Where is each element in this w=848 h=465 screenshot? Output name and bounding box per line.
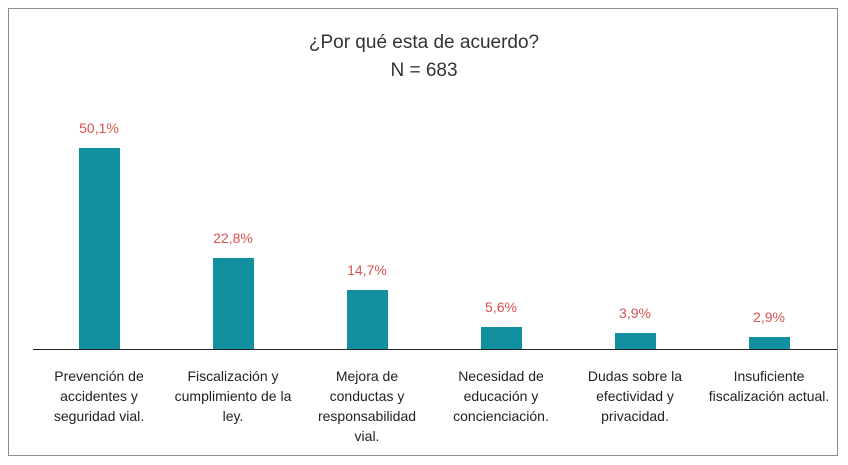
x-tick-label: Mejora de conductas y responsabilidad vi… — [317, 368, 417, 444]
bar — [212, 257, 254, 349]
x-tick-label: Prevención de accidentes y seguridad via… — [53, 368, 145, 424]
value-label: 2,9% — [753, 309, 785, 326]
bar — [480, 326, 522, 349]
chart-frame — [8, 8, 838, 456]
chart-title: ¿Por qué esta de acuerdo? — [308, 32, 540, 53]
value-label: 22,8% — [213, 229, 253, 246]
x-tick-label: Necesidad de educación y concienciación. — [453, 368, 549, 424]
chart-subtitle: N = 683 — [390, 60, 458, 81]
x-tick-label: Dudas sobre la efectividad y privacidad. — [587, 368, 683, 424]
bar — [78, 148, 120, 349]
x-tick-label: Fiscalización y cumplimiento de la ley. — [174, 368, 292, 424]
bar — [748, 337, 790, 349]
value-label: 3,9% — [619, 305, 651, 322]
bar — [614, 333, 656, 349]
value-label: 14,7% — [347, 262, 387, 279]
x-tick-label: Insuficiente fiscalización actual. — [708, 368, 830, 404]
value-label: 50,1% — [79, 120, 119, 136]
x-axis — [33, 349, 837, 350]
bar — [346, 290, 388, 349]
value-label: 5,6% — [485, 298, 517, 315]
